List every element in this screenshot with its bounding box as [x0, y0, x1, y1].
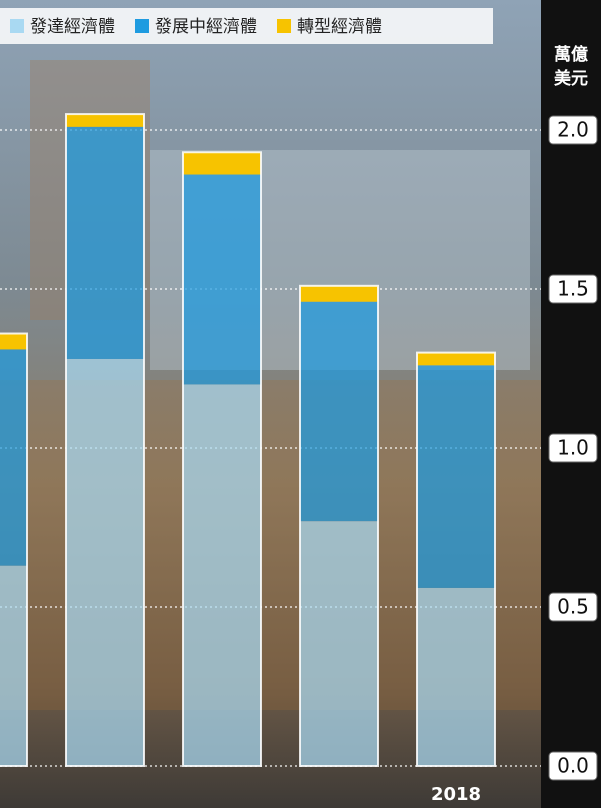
- tick-box: [548, 433, 598, 463]
- tick-box: [548, 115, 598, 145]
- bar-outline: [65, 113, 145, 768]
- legend-label: 轉型經濟體: [297, 17, 382, 37]
- bar-segment: [183, 152, 261, 175]
- y-tick-label: 2.0: [557, 118, 589, 142]
- bar-segment: [66, 114, 144, 127]
- y-tick-label: 1.0: [557, 436, 589, 460]
- bar-segment: [66, 126, 144, 359]
- bar-segment: [0, 333, 27, 350]
- bar-segment: [300, 301, 378, 522]
- x-tick-label: 2018: [431, 784, 481, 805]
- y-tick-label: 0.5: [557, 595, 589, 619]
- bar-segment: [417, 587, 495, 766]
- legend-label: 發展中經濟體: [155, 17, 257, 37]
- y-axis-label: 萬億: [554, 44, 588, 65]
- tick-box: [548, 592, 598, 622]
- bar-segment: [417, 352, 495, 366]
- y-axis-label: 美元: [554, 68, 588, 89]
- legend-label: 發達經濟體: [30, 17, 115, 37]
- bar-segment: [300, 521, 378, 766]
- bar-segment: [0, 349, 27, 566]
- bar-outline: [299, 284, 379, 767]
- y-tick-label: 1.5: [557, 277, 589, 301]
- bar-outline: [182, 151, 262, 767]
- bar-segment: [417, 365, 495, 588]
- tick-box: [548, 274, 598, 304]
- legend-swatch: [277, 19, 291, 33]
- bar-segment: [0, 565, 27, 766]
- bar-outline: [0, 332, 28, 767]
- y-tick-label: 0.0: [557, 754, 589, 778]
- bar-segment: [183, 174, 261, 385]
- legend-box: [0, 8, 493, 44]
- legend-swatch: [135, 19, 149, 33]
- bar-outline: [416, 351, 496, 767]
- legend-swatch: [10, 19, 24, 33]
- bar-segment: [183, 384, 261, 766]
- bar-segment: [300, 285, 378, 302]
- bar-segment: [66, 358, 144, 766]
- tick-box: [548, 751, 598, 781]
